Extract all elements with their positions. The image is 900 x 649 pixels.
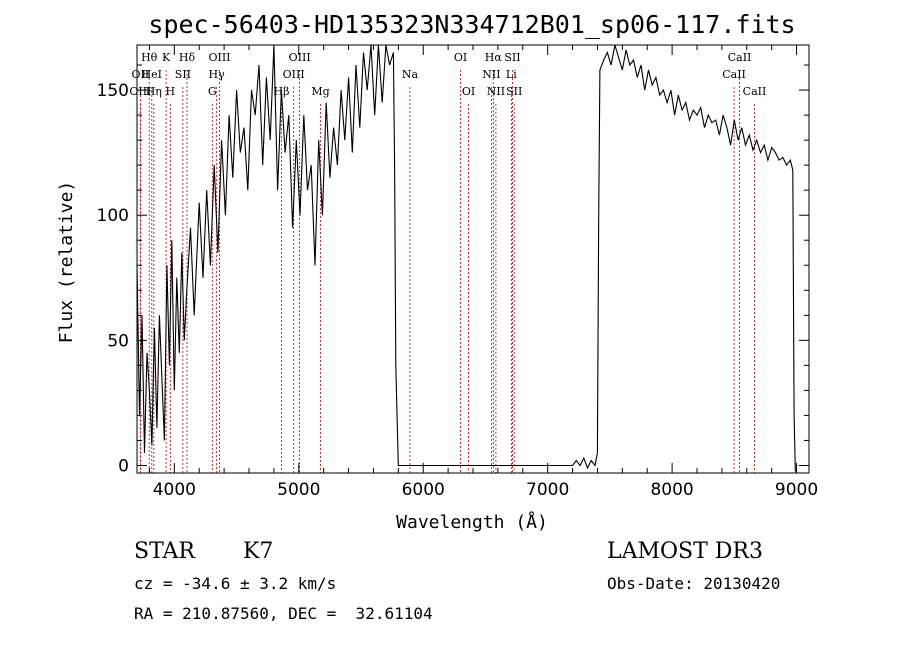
spectral-line-label: OIII bbox=[129, 85, 151, 98]
spectral-line-label: Mg bbox=[311, 85, 329, 98]
spectral-line-label: SII bbox=[175, 68, 191, 81]
spectral-line-label: OII bbox=[132, 68, 150, 81]
redshift-info: cz = -34.6 ± 3.2 km/s bbox=[134, 574, 337, 593]
x-tick-label: 4000 bbox=[153, 480, 196, 500]
spectral-line-label: G bbox=[208, 85, 217, 98]
y-axis-label: Flux (relative) bbox=[56, 181, 77, 344]
object-class: STAR bbox=[134, 539, 195, 564]
spectral-line-label: NII bbox=[487, 85, 505, 98]
x-axis-label: Wavelength (Å) bbox=[396, 511, 548, 533]
spectral-line-label: Hδ bbox=[179, 51, 196, 64]
x-tick-label: 7000 bbox=[526, 480, 569, 500]
spectral-line-label: OI bbox=[462, 85, 475, 98]
spectral-line-label: CaII bbox=[722, 68, 746, 81]
survey-name: LAMOST DR3 bbox=[607, 539, 763, 564]
spectral-line-label: OIII bbox=[289, 51, 311, 64]
chart-title: spec-56403-HD135323N334712B01_sp06-117.f… bbox=[148, 10, 795, 39]
y-tick-label: 0 bbox=[118, 456, 129, 476]
spectral-line-label: NII bbox=[482, 68, 500, 81]
spectral-line-label: HeI bbox=[142, 68, 162, 81]
coordinates: RA = 210.87560, DEC = 32.61104 bbox=[134, 604, 433, 623]
y-tick-label: 150 bbox=[97, 81, 129, 101]
spectral-line-label: OI bbox=[454, 51, 467, 64]
spectral-line-label: OIII bbox=[208, 51, 230, 64]
axis-ticks: 4000 5000 6000 7000 8000 9000 0 50 100 150 bbox=[97, 45, 818, 500]
x-tick-label: 8000 bbox=[650, 480, 693, 500]
spectral-line-label: Hγ bbox=[209, 68, 226, 81]
spectral-line-markers bbox=[139, 70, 755, 473]
y-tick-label: 100 bbox=[97, 206, 129, 226]
spectrum-series-line bbox=[136, 44, 798, 474]
spectral-line-label: K bbox=[162, 51, 171, 64]
object-subclass: K7 bbox=[243, 539, 274, 564]
x-tick-label: 6000 bbox=[402, 480, 445, 500]
spectral-line-label: Li bbox=[506, 68, 517, 81]
y-tick-label: 50 bbox=[107, 331, 129, 351]
spectral-line-label: SII bbox=[506, 85, 522, 98]
obs-date: Obs-Date: 20130420 bbox=[607, 574, 781, 593]
spectral-line-label: SII bbox=[504, 51, 520, 64]
spectral-line-label: Hα bbox=[485, 51, 503, 64]
plot-frame bbox=[136, 44, 810, 474]
x-tick-label: 5000 bbox=[277, 480, 320, 500]
x-tick-label: 9000 bbox=[775, 480, 818, 500]
spectral-line-label: H bbox=[166, 85, 176, 98]
spectral-line-label: CaII bbox=[728, 51, 752, 64]
spectral-line-label: Hθ bbox=[141, 51, 158, 64]
spectral-line-label: Na bbox=[402, 68, 419, 81]
spectral-line-label: OIII bbox=[283, 68, 305, 81]
spectral-line-label: CaII bbox=[743, 85, 767, 98]
spectral-line-label: Hη bbox=[146, 85, 162, 98]
